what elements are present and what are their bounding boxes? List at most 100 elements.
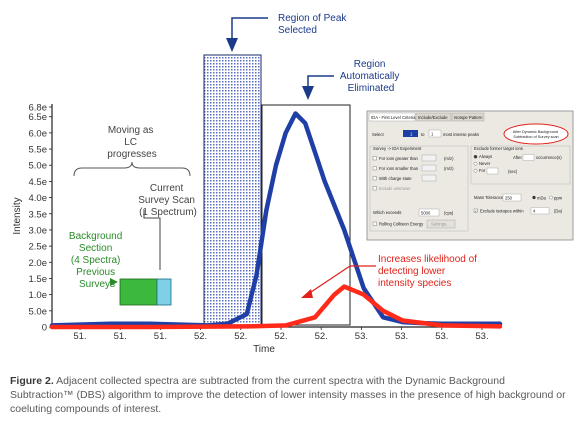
increase-arrow-head bbox=[301, 289, 313, 298]
exceeds-unit: (cps) bbox=[444, 211, 454, 216]
switch-row-label: For ions greater than bbox=[379, 156, 419, 161]
y-tick-label: 3.5e bbox=[29, 209, 48, 220]
to-label: to bbox=[421, 132, 425, 137]
switch-row-label: For ions smaller than bbox=[379, 166, 419, 171]
exclude-isotopes-checkbox bbox=[473, 208, 478, 213]
y-axis-label: Intensity bbox=[12, 197, 23, 234]
y-tick-label: 2.5e bbox=[29, 242, 48, 253]
x-tick-label: 51. bbox=[114, 331, 127, 342]
x-tick-label: 53. bbox=[355, 331, 368, 342]
caption-label: Figure 2. bbox=[10, 375, 54, 387]
switch-row-unit: (m/z) bbox=[444, 166, 454, 171]
y-tick-label: 6.5e bbox=[29, 112, 48, 123]
dialog-tab-1 bbox=[368, 112, 416, 122]
switch-row-checkbox bbox=[372, 176, 377, 181]
current-scan-label: Current Survey Scan (1 Spectrum) bbox=[138, 183, 197, 218]
settings-button-label: Settings... bbox=[431, 222, 450, 227]
occurrences-label: occurrence(s) bbox=[536, 155, 562, 160]
exclude-option-radio bbox=[473, 154, 478, 159]
switch-group bbox=[369, 145, 469, 232]
x-tick-label: 52. bbox=[274, 331, 287, 342]
switch-row-checkbox bbox=[372, 186, 377, 191]
current-scan-block bbox=[156, 278, 172, 306]
ppm-radio bbox=[549, 195, 553, 200]
mda-label: mDa bbox=[537, 196, 547, 201]
x-axis-label: Time bbox=[253, 344, 275, 355]
increase-pointer bbox=[307, 265, 376, 295]
settings-dialog: IDA - First Level Criteria Include/Exclu… bbox=[366, 110, 574, 241]
x-tick-label: 52. bbox=[194, 331, 207, 342]
x-tick-label: 52. bbox=[315, 331, 328, 342]
y-tick-label: 5.0e bbox=[29, 306, 48, 317]
switch-row-checkbox bbox=[372, 156, 377, 161]
exclude-group bbox=[470, 145, 571, 185]
moving-label: Moving as LC progresses bbox=[107, 125, 156, 160]
y-tick-label: 6.0e bbox=[29, 128, 48, 139]
y-tick-label: 2.0e bbox=[29, 258, 48, 269]
y-tick-label: 5.5e bbox=[29, 145, 48, 156]
eliminated-arrow bbox=[307, 75, 334, 88]
peak-region-label: Region of Peak Selected bbox=[278, 13, 349, 36]
exclude-option-radio bbox=[473, 161, 478, 166]
moving-brace bbox=[73, 161, 191, 177]
peak-arrow-head bbox=[226, 38, 238, 52]
exclude-isotopes-input bbox=[530, 207, 550, 215]
background-arrow bbox=[110, 278, 118, 286]
eliminated-arrow-head bbox=[302, 86, 314, 100]
dbs-note: After Dynamic Background Subtraction of … bbox=[513, 130, 559, 139]
switch-row-input bbox=[421, 174, 437, 182]
dbs-highlight-ellipse bbox=[503, 123, 569, 145]
switch-row-input bbox=[421, 154, 437, 162]
increase-label: Increases likelihood of detecting lower … bbox=[378, 254, 480, 289]
peak-region bbox=[203, 54, 262, 326]
peak-arrow bbox=[231, 17, 268, 40]
caption-text: Adjacent collected spectra are subtracte… bbox=[10, 375, 566, 415]
exclude-option-label: Never bbox=[479, 161, 491, 166]
y-tick-label: 0 bbox=[42, 323, 47, 334]
mass-tol-input bbox=[502, 193, 522, 202]
mass-tol-label: Mass Tolerance bbox=[474, 195, 504, 200]
exclude-option-label: Always bbox=[479, 154, 492, 159]
exclude-option-radio bbox=[473, 168, 478, 173]
dialog-tab-2 bbox=[415, 112, 452, 122]
x-tick-label: 53. bbox=[395, 331, 408, 342]
rolling-checkbox bbox=[372, 221, 377, 226]
most-intense-label: most intense peaks bbox=[443, 132, 479, 137]
select-label: Select bbox=[372, 132, 384, 137]
current-scan-pointer bbox=[143, 210, 161, 270]
series-line-red bbox=[49, 284, 503, 330]
switch-row-label: Include unknown bbox=[379, 186, 411, 191]
y-tick-label: 1.0e bbox=[29, 290, 48, 301]
mass-tol-value: 250 bbox=[505, 196, 513, 201]
dialog-tab-3-label: Isotope Pattern bbox=[454, 115, 483, 120]
dialog-tab-2-label: Include/Exclude bbox=[418, 115, 448, 120]
exclude-isotopes-label: Exclude isotopes within bbox=[480, 209, 524, 214]
rolling-label: Rolling Collision Energy bbox=[379, 222, 424, 227]
eliminated-region bbox=[261, 104, 351, 326]
switch-row-checkbox bbox=[372, 166, 377, 171]
y-tick-label: 4.5e bbox=[29, 177, 48, 188]
sec-label: (sec) bbox=[508, 169, 518, 174]
figure: 0 5.0e 1.0e 1.5e 2.0e 2.5e 3.0e 3.5e 4.0e 4.5e 5.0… bbox=[12, 13, 574, 355]
after-input bbox=[522, 154, 535, 161]
figure-caption: Figure 2. Adjacent collected spectra are… bbox=[10, 374, 570, 416]
dialog-tab-3 bbox=[451, 112, 485, 122]
dialog-tab-1-label: IDA - First Level Criteria bbox=[371, 115, 416, 120]
ppm-label: ppm bbox=[554, 196, 563, 201]
x-tick-label: 51. bbox=[154, 331, 167, 342]
x-tick-label: 53. bbox=[435, 331, 448, 342]
background-label: Background Section (4 Spectra) Previous … bbox=[69, 231, 125, 290]
select-value: 1 bbox=[410, 132, 413, 137]
mda-radio bbox=[532, 195, 536, 200]
exclude-option-label: For bbox=[479, 168, 486, 173]
y-tick-label: 5.0e bbox=[29, 161, 48, 172]
exceeds-label: Which exceeds bbox=[373, 210, 401, 215]
for-input bbox=[486, 167, 499, 175]
select-input bbox=[403, 130, 418, 137]
after-label: After bbox=[513, 155, 522, 160]
x-tick-label: 52. bbox=[234, 331, 247, 342]
exceeds-input bbox=[418, 208, 440, 217]
to-input bbox=[428, 129, 442, 138]
y-tick-label: 1.5e bbox=[29, 274, 48, 285]
switch-row-unit: (m/z) bbox=[444, 156, 454, 161]
